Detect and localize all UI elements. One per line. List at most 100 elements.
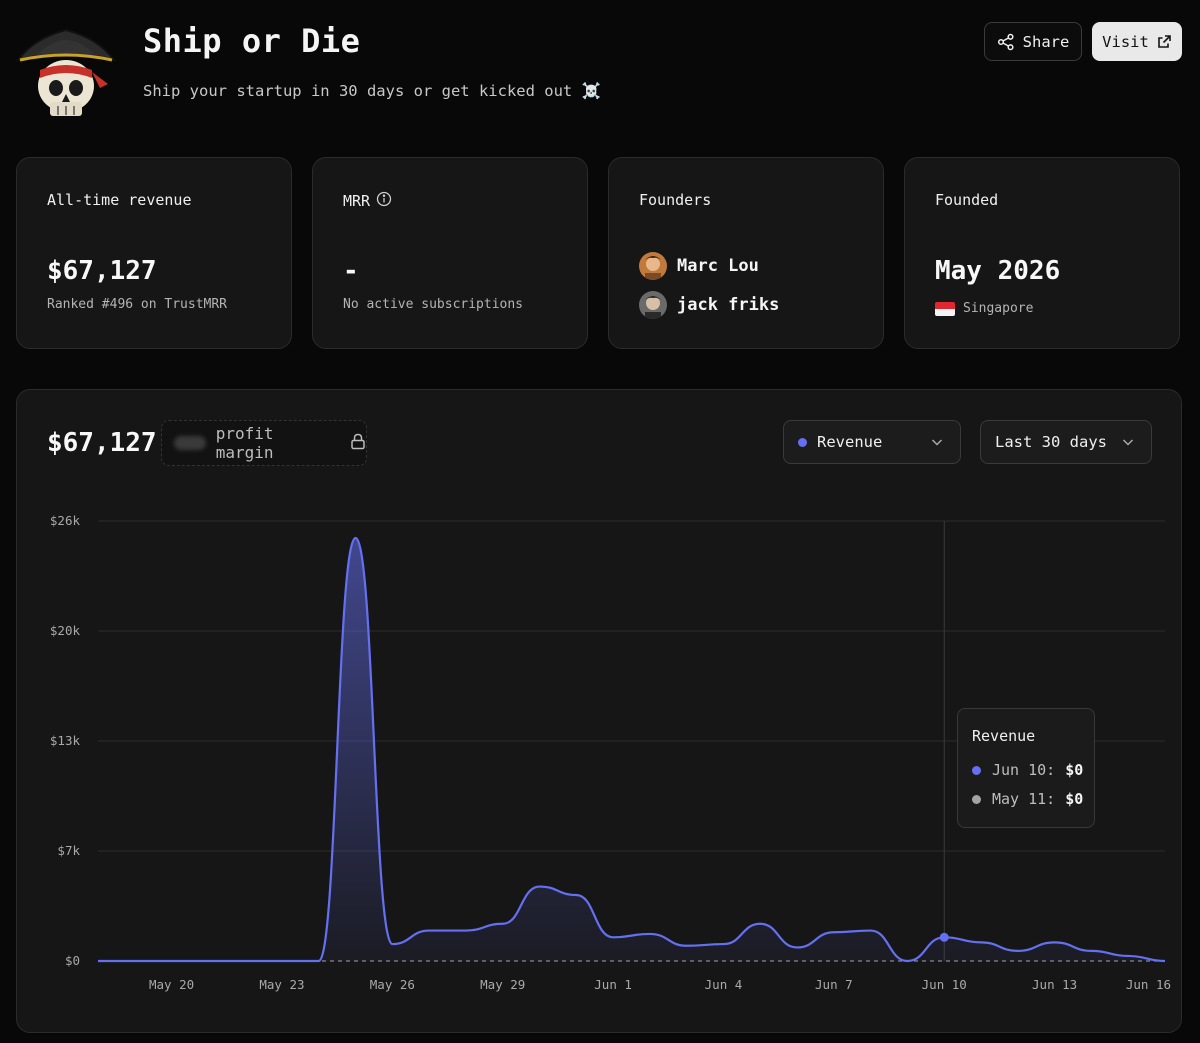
- founders-label: Founders: [639, 191, 712, 209]
- data-point: [1163, 959, 1167, 963]
- pirate-skull-logo: [14, 20, 118, 120]
- x-tick-label: Jun 13: [1032, 977, 1077, 992]
- visit-label: Visit: [1102, 32, 1149, 51]
- mrr-label: MRR: [343, 192, 371, 210]
- metric-select[interactable]: Revenue: [783, 420, 961, 464]
- info-icon[interactable]: [376, 191, 392, 211]
- chart-tooltip: Revenue Jun 10: $0 May 11: $0: [957, 708, 1095, 828]
- series-dot-icon: [972, 794, 981, 804]
- x-tick-label: Jun 10: [922, 977, 967, 992]
- share-label: Share: [1022, 32, 1070, 51]
- revenue-chart-panel: $0 $7k $13k $20k $26k May 20 May 23 May 26 May 2…: [16, 389, 1182, 1033]
- tooltip-value: $0: [1065, 761, 1084, 779]
- x-tick-label: Jun 1: [594, 977, 632, 992]
- founders-card: Founders Marc Lou jack friks: [608, 157, 884, 349]
- range-select[interactable]: Last 30 days: [980, 420, 1152, 464]
- mrr-value: -: [343, 256, 359, 286]
- data-point: [501, 922, 505, 926]
- avatar: [639, 291, 667, 319]
- data-point: [170, 959, 174, 963]
- y-tick-label: $7k: [57, 843, 80, 858]
- revenue-dot-icon: [798, 437, 807, 447]
- chevron-down-icon: [930, 435, 944, 453]
- country-name: Singapore: [963, 301, 1034, 316]
- card-label-row: MRR: [343, 191, 392, 211]
- tooltip-value: $0: [1065, 790, 1084, 808]
- x-tick-label: May 29: [480, 977, 525, 992]
- rank-text: Ranked #496 on TrustMRR: [47, 297, 228, 312]
- data-point: [427, 929, 431, 933]
- tooltip-row-compare: May 11: $0: [972, 790, 1083, 808]
- data-point: [979, 940, 983, 944]
- data-point: [648, 932, 652, 936]
- data-point: [574, 893, 578, 897]
- metric-select-value: Revenue: [817, 433, 883, 451]
- data-point: [795, 945, 799, 949]
- data-point: [354, 536, 358, 540]
- tooltip-title: Revenue: [972, 727, 1036, 745]
- x-tick-label: Jun 16: [1126, 977, 1171, 992]
- founder-name: Marc Lou: [677, 256, 759, 276]
- profit-margin-pill[interactable]: profit margin: [161, 420, 367, 466]
- data-point: [133, 959, 137, 963]
- blurred-margin-value: [174, 436, 206, 450]
- data-point: [721, 942, 725, 946]
- avatar: [639, 252, 667, 280]
- data-point: [464, 929, 468, 933]
- x-tick-label: Jun 7: [815, 977, 853, 992]
- x-tick-label: Jun 4: [705, 977, 743, 992]
- header: Ship or Die Ship your startup in 30 days…: [0, 0, 1200, 140]
- share-button[interactable]: Share: [984, 22, 1082, 61]
- x-tick-label: May 26: [370, 977, 415, 992]
- data-point: [317, 959, 321, 963]
- mrr-card: MRR - No active subscriptions: [312, 157, 588, 349]
- tooltip-date: Jun 10:: [992, 761, 1056, 779]
- chevron-down-icon: [1121, 435, 1135, 453]
- y-tick-label: $20k: [50, 623, 81, 638]
- data-point: [685, 944, 689, 948]
- all-time-revenue-value: $67,127: [47, 256, 157, 286]
- country: Singapore: [935, 301, 1033, 316]
- data-point: [1016, 949, 1020, 953]
- mrr-sub: No active subscriptions: [343, 297, 524, 312]
- panel-total-value: $67,127: [47, 428, 157, 458]
- founder-name: jack friks: [677, 295, 780, 315]
- profit-margin-label: profit margin: [215, 424, 274, 462]
- founder-marc[interactable]: Marc Lou: [639, 252, 759, 280]
- data-point: [905, 959, 909, 963]
- tooltip-row-current: Jun 10: $0: [972, 761, 1083, 779]
- founded-label: Founded: [935, 191, 999, 209]
- data-point: [206, 959, 210, 963]
- highlight-point: [939, 932, 949, 942]
- x-tick-label: May 23: [259, 977, 304, 992]
- revenue-chart: $0 $7k $13k $20k $26k May 20 May 23 May 26 May 2…: [50, 513, 1171, 992]
- y-tick-label: $0: [65, 953, 80, 968]
- all-time-revenue-card: All-time revenue $67,127 Ranked #496 on …: [16, 157, 292, 349]
- tooltip-date: May 11:: [992, 790, 1056, 808]
- data-point: [832, 930, 836, 934]
- founder-jack[interactable]: jack friks: [639, 291, 779, 319]
- x-tick-label: May 20: [149, 977, 194, 992]
- data-point: [869, 929, 873, 933]
- founded-value: May 2026: [935, 256, 1061, 286]
- lock-icon: [350, 433, 366, 454]
- external-link-icon: [1157, 34, 1172, 49]
- visit-button[interactable]: Visit: [1092, 22, 1182, 61]
- data-point: [96, 959, 100, 963]
- y-tick-label: $26k: [50, 513, 81, 528]
- revenue-area-fill: [98, 537, 1165, 961]
- y-tick-label: $13k: [50, 733, 81, 748]
- singapore-flag-icon: [935, 301, 955, 316]
- data-point: [538, 885, 542, 889]
- data-point: [390, 942, 394, 946]
- founded-card: Founded May 2026 Singapore: [904, 157, 1180, 349]
- app-title: Ship or Die: [143, 22, 361, 60]
- data-point: [1126, 954, 1130, 958]
- card-label: All-time revenue: [47, 191, 192, 209]
- app-subtitle: Ship your startup in 30 days or get kick…: [143, 82, 601, 100]
- data-point: [758, 922, 762, 926]
- data-point: [280, 959, 284, 963]
- revenue-series-line: [97, 536, 1166, 963]
- data-point: [611, 935, 615, 939]
- series-dot-icon: [972, 765, 981, 775]
